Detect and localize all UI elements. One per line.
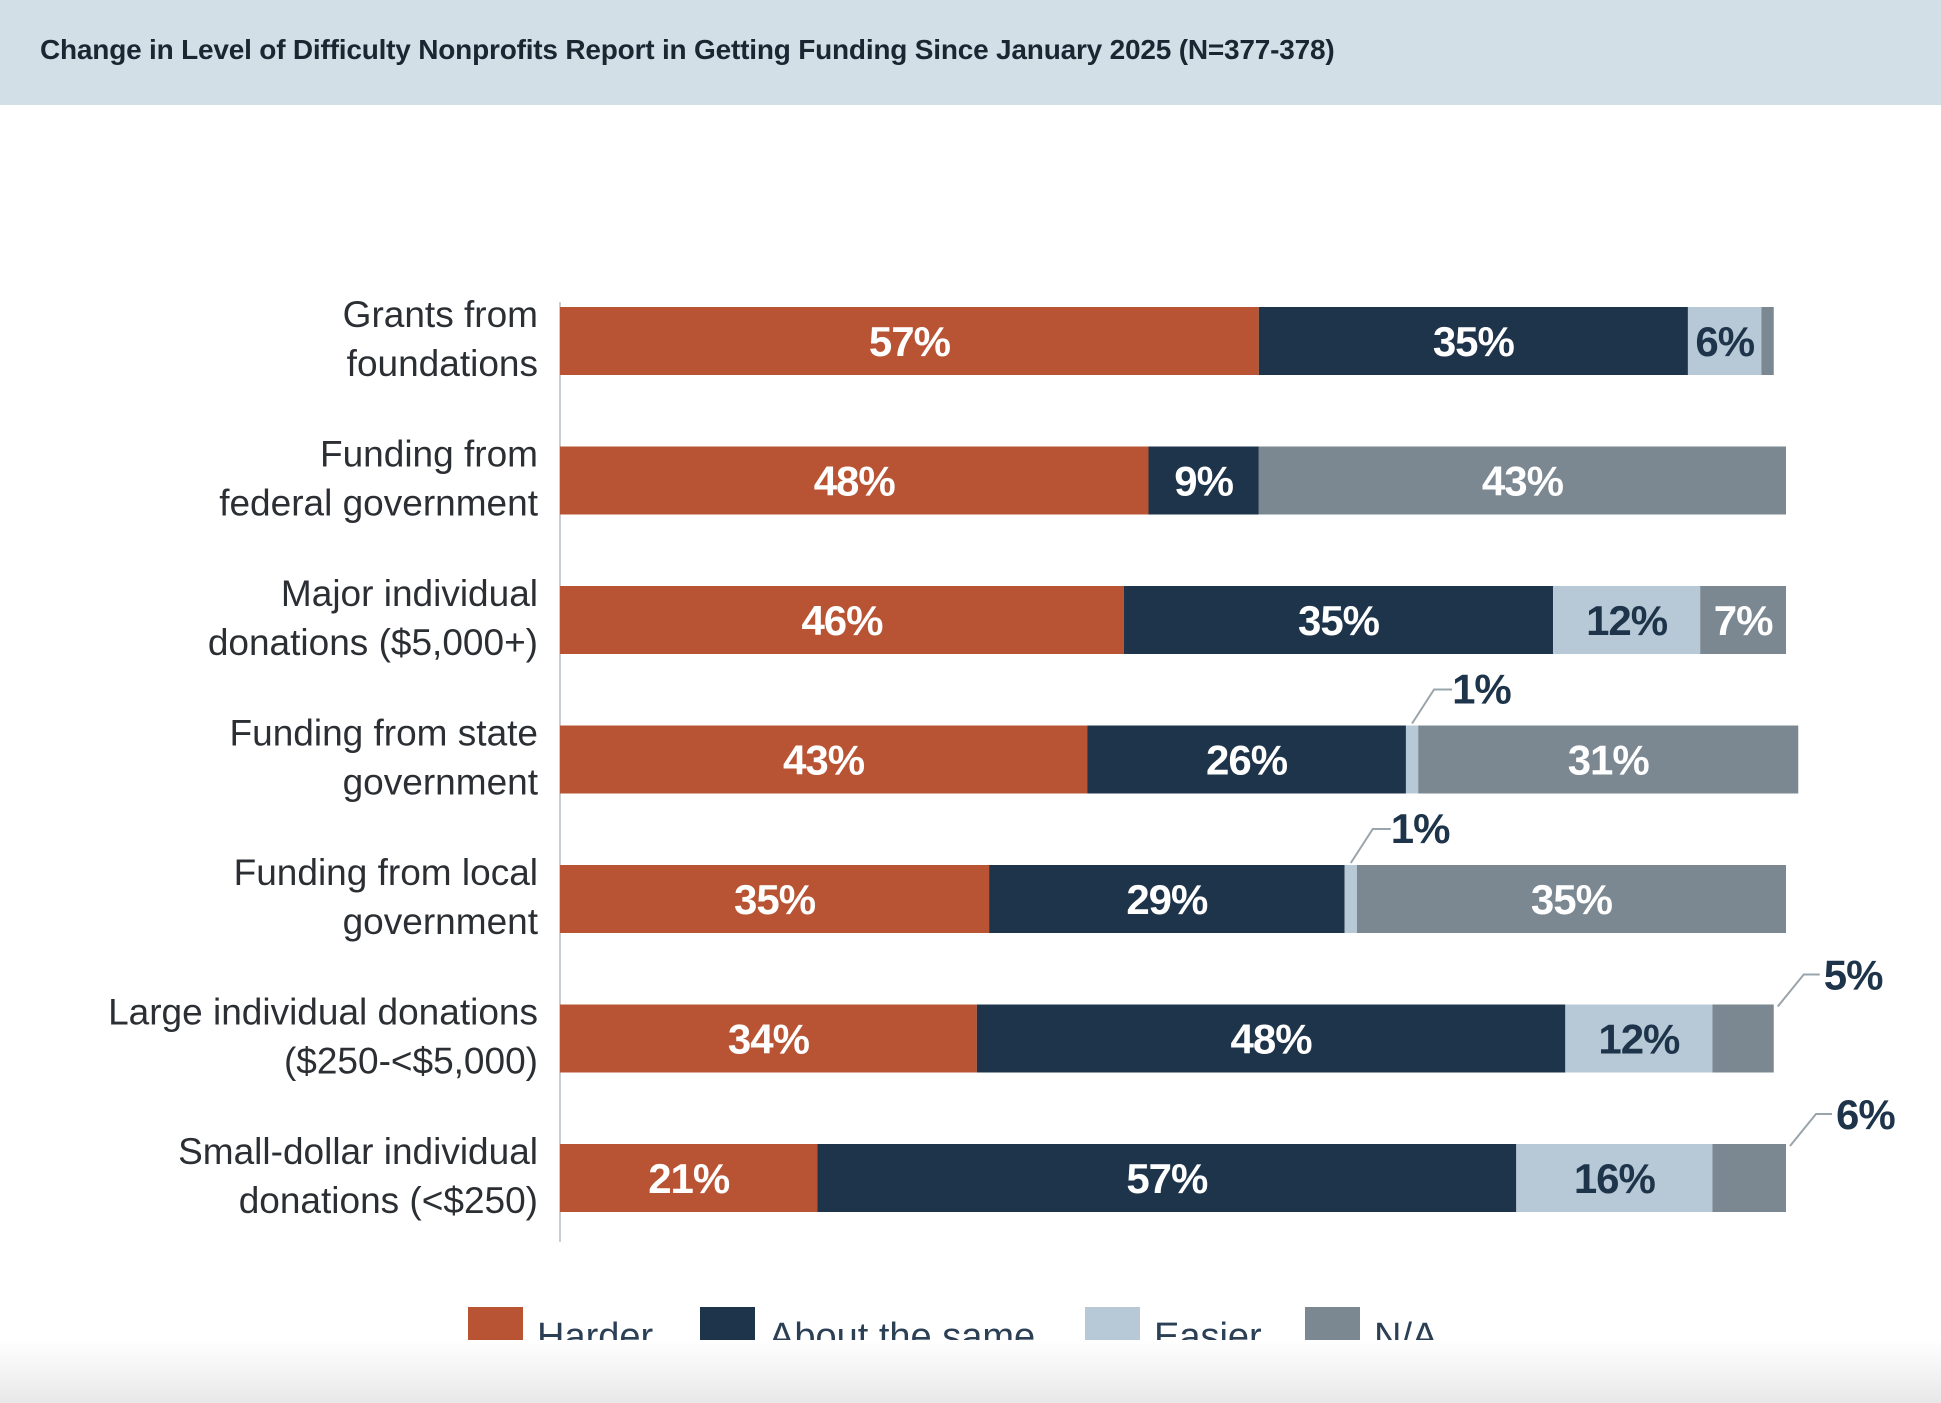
category-label-line: foundations bbox=[347, 343, 538, 384]
category-label-line: Funding from bbox=[320, 434, 538, 475]
data-label: 1% bbox=[1391, 805, 1450, 852]
category-label-line: federal government bbox=[219, 483, 539, 524]
category-label: Large individual donations ($250-<$5,000) bbox=[108, 992, 538, 1082]
bar-segment-same bbox=[1258, 307, 1688, 375]
bar-segment-same bbox=[1123, 586, 1554, 654]
category-label: Grants from foundations bbox=[343, 294, 538, 384]
data-label: 26% bbox=[1206, 737, 1288, 784]
data-label: 48% bbox=[1231, 1016, 1313, 1063]
bar-segment-na bbox=[1418, 725, 1799, 794]
category-label-line: donations (<$250) bbox=[239, 1180, 538, 1221]
bar-segment-harder bbox=[560, 1004, 977, 1073]
chart-header: Change in Level of Difficulty Nonprofits… bbox=[0, 0, 1941, 105]
bar-segment-harder bbox=[560, 307, 1259, 375]
category-label: Major individual donations ($5,000+) bbox=[208, 573, 538, 663]
data-label: 6% bbox=[1836, 1091, 1895, 1138]
bar-segment-harder bbox=[560, 725, 1088, 794]
data-label: 46% bbox=[801, 597, 883, 644]
data-label: 48% bbox=[814, 458, 896, 505]
data-label: 5% bbox=[1824, 952, 1883, 999]
bar-segment-harder bbox=[560, 1144, 818, 1212]
category-label: Funding from federal government bbox=[219, 434, 539, 524]
bar-segment-same bbox=[1148, 446, 1259, 515]
bar-segment-same bbox=[817, 1144, 1517, 1212]
data-label: 43% bbox=[783, 737, 865, 784]
bar-segment-na bbox=[1712, 1004, 1774, 1073]
bar-segment-na bbox=[1712, 1144, 1786, 1212]
data-label: 12% bbox=[1586, 597, 1668, 644]
bar-segment-easier bbox=[1344, 865, 1357, 933]
bar-segment-easier bbox=[1565, 1004, 1713, 1073]
data-label: 34% bbox=[728, 1016, 810, 1063]
bar-segment-na bbox=[1761, 307, 1774, 375]
category-label: Funding from state government bbox=[230, 713, 539, 803]
bar-segment-same bbox=[1087, 725, 1406, 794]
bar-segment-easier bbox=[1553, 586, 1701, 654]
data-label: 1% bbox=[1452, 666, 1511, 713]
bar-segment-na bbox=[1700, 586, 1786, 654]
data-label: 57% bbox=[1126, 1155, 1208, 1202]
callout-line bbox=[1349, 828, 1391, 864]
data-label: 35% bbox=[734, 876, 816, 923]
bar-segment-easier bbox=[1405, 725, 1419, 794]
category-label-line: Funding from local bbox=[234, 852, 538, 893]
data-label: 29% bbox=[1126, 876, 1208, 923]
bar-segment-easier bbox=[1687, 307, 1762, 375]
category-label-line: Funding from state bbox=[230, 713, 538, 754]
data-label: 35% bbox=[1298, 597, 1380, 644]
callout-line bbox=[1411, 688, 1453, 725]
data-label: 35% bbox=[1531, 876, 1613, 923]
data-label: 12% bbox=[1598, 1016, 1680, 1063]
bar-segment-harder bbox=[560, 446, 1149, 515]
callout-line bbox=[1789, 1113, 1832, 1147]
category-label-line: ($250-<$5,000) bbox=[284, 1041, 538, 1082]
bar-segment-na bbox=[1258, 446, 1786, 515]
category-label-line: Small-dollar individual bbox=[178, 1131, 538, 1172]
chart-title: Change in Level of Difficulty Nonprofits… bbox=[40, 34, 1335, 65]
bar-segment-harder bbox=[560, 586, 1124, 654]
bar-segment-easier bbox=[1516, 1144, 1713, 1212]
bar-segment-na bbox=[1356, 865, 1786, 933]
bar-segment-same bbox=[989, 865, 1345, 933]
data-label: 6% bbox=[1695, 318, 1754, 365]
data-label: 43% bbox=[1482, 458, 1564, 505]
data-label: 7% bbox=[1714, 597, 1773, 644]
category-label-line: government bbox=[343, 762, 539, 803]
category-label: Small-dollar individual donations (<$250) bbox=[178, 1131, 538, 1221]
bottom-shadow bbox=[0, 1340, 1941, 1403]
data-label: 9% bbox=[1174, 458, 1233, 505]
bar-segment-same bbox=[976, 1004, 1566, 1073]
category-label-line: Grants from bbox=[343, 294, 538, 335]
data-label: 16% bbox=[1574, 1155, 1656, 1202]
data-label: 35% bbox=[1433, 318, 1515, 365]
callout-line bbox=[1776, 973, 1820, 1008]
category-label-line: donations ($5,000+) bbox=[208, 622, 538, 663]
data-label: 31% bbox=[1568, 737, 1650, 784]
category-label: Funding from local government bbox=[234, 852, 539, 942]
bar-segment-harder bbox=[560, 865, 990, 933]
data-label: 21% bbox=[648, 1155, 730, 1202]
category-label-line: government bbox=[343, 901, 539, 942]
data-label: 57% bbox=[869, 318, 951, 365]
category-label-line: Large individual donations bbox=[108, 992, 538, 1033]
category-label-line: Major individual bbox=[281, 573, 538, 614]
